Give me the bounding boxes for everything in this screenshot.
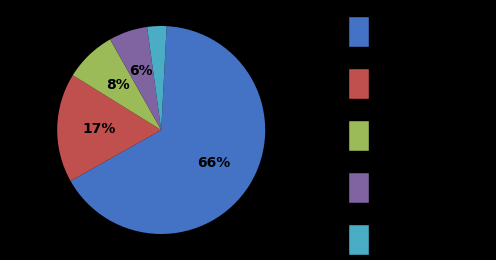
Wedge shape xyxy=(110,27,161,130)
Text: 17%: 17% xyxy=(82,122,116,136)
FancyBboxPatch shape xyxy=(349,172,369,203)
FancyBboxPatch shape xyxy=(349,68,369,99)
Text: 6%: 6% xyxy=(129,64,153,78)
Wedge shape xyxy=(57,75,161,181)
Text: 66%: 66% xyxy=(197,156,231,170)
FancyBboxPatch shape xyxy=(349,224,369,255)
Text: 8%: 8% xyxy=(106,78,130,92)
Wedge shape xyxy=(70,26,265,234)
FancyBboxPatch shape xyxy=(349,16,369,47)
FancyBboxPatch shape xyxy=(349,120,369,151)
Wedge shape xyxy=(73,40,161,130)
Wedge shape xyxy=(147,26,167,130)
